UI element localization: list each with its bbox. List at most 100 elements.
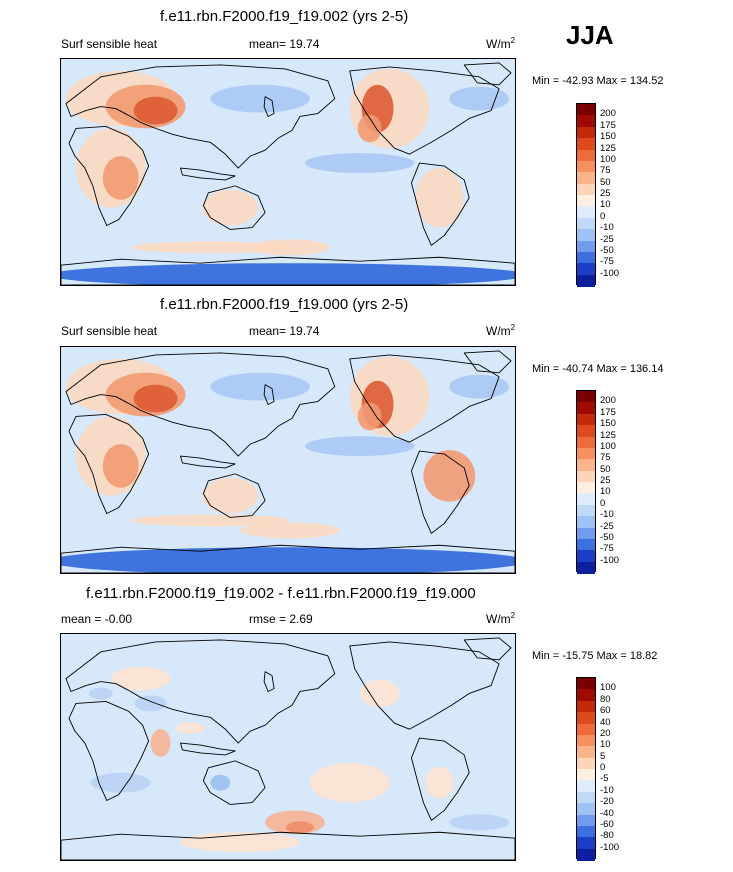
colorbar-segment <box>577 149 595 162</box>
colorbar-segment <box>577 550 595 563</box>
coastline-south-america <box>411 737 470 821</box>
colorbar-segment <box>577 780 595 793</box>
panel3-colorbar: 100 80 60 40 20 10 5 0 -5 -10 -20 -40 -60 -80 -100 <box>576 677 636 861</box>
colorbar-segment <box>577 814 595 827</box>
colorbar-tick-label: -5 <box>600 773 609 785</box>
field-contour-warm <box>425 766 454 799</box>
colorbar-tick-label: 125 <box>600 429 616 441</box>
colorbar-segment <box>577 115 595 128</box>
field-contour-hot <box>102 156 139 200</box>
coastline-indonesia <box>180 167 236 181</box>
colorbar-tick-label: 100 <box>600 440 616 452</box>
colorbar-tick-label: 150 <box>600 131 616 143</box>
field-contour-warm <box>176 722 205 735</box>
coastline-africa <box>68 700 150 801</box>
colorbar-segment <box>577 206 595 219</box>
colorbar-tick-label: 5 <box>600 750 606 762</box>
coastline-africa <box>68 125 150 226</box>
panel3-units: W/m2 <box>486 612 515 627</box>
colorbar-segment <box>577 504 595 517</box>
colorbar-segment <box>577 746 595 759</box>
panel3-title: f.e11.rbn.F2000.f19_f19.002 - f.e11.rbn.… <box>86 585 476 602</box>
field-contour-warm <box>130 241 290 254</box>
coastline-greenland <box>463 350 512 374</box>
colorbar-segment <box>577 803 595 815</box>
panel1-units: W/m2 <box>486 37 515 52</box>
colorbar-segment <box>577 126 595 139</box>
colorbar-segment <box>577 538 595 551</box>
colorbar-tick-label: 10 <box>600 486 611 498</box>
colorbar-segment <box>577 104 595 116</box>
map-svg <box>61 59 515 285</box>
field-contour-very_cold <box>61 263 515 285</box>
colorbar-tick-label: -10 <box>600 509 614 521</box>
colorbar-tick-label: 20 <box>600 727 611 739</box>
panel2-title: f.e11.rbn.F2000.f19_f19.000 (yrs 2-5) <box>160 296 409 313</box>
colorbar-segment <box>577 848 595 861</box>
colorbar-segment <box>577 172 595 185</box>
coastline-north-america <box>349 641 500 730</box>
colorbar-segment <box>577 516 595 528</box>
colorbar-tick-label: 0 <box>600 210 606 222</box>
coastline-greenland <box>463 62 512 86</box>
colorbar-tick-label: -100 <box>600 267 620 279</box>
field-contour-very_cold <box>61 547 515 573</box>
panel2-variable: Surf sensible heat <box>61 324 158 338</box>
coastline-eurasia <box>65 352 336 457</box>
colorbar-segment <box>577 734 595 747</box>
field-contour-very_hot <box>133 384 178 413</box>
field-contour-very_cold <box>210 774 231 791</box>
colorbar-segment <box>577 217 595 230</box>
field-contour-warm <box>309 762 390 803</box>
colorbar-box <box>576 677 596 861</box>
colorbar-segment <box>577 138 595 150</box>
colorbar-tick-label: -75 <box>600 543 614 555</box>
colorbar-segment <box>577 757 595 770</box>
field-contour-warm <box>240 522 340 539</box>
colorbar-tick-label: 50 <box>600 176 611 188</box>
colorbar-tick-label: -20 <box>600 796 614 808</box>
colorbar-segment <box>577 195 595 207</box>
field-contour-very_hot <box>286 821 314 834</box>
panel1-mean: mean= 19.74 <box>249 37 320 51</box>
colorbar-segment <box>577 425 595 437</box>
coastline-australia <box>202 473 266 518</box>
colorbar-tick-label: 60 <box>600 705 611 717</box>
panel2-map <box>60 346 516 574</box>
colorbar-tick-label: -80 <box>600 830 614 842</box>
field-contour-warm <box>130 514 290 527</box>
colorbar-segment <box>577 723 595 736</box>
colorbar-segment <box>577 263 595 276</box>
colorbar-tick-label: 100 <box>600 153 616 165</box>
field-contour-cold <box>304 153 415 173</box>
panel1-map <box>60 58 516 286</box>
field-contour-cold <box>304 436 415 457</box>
map-svg <box>61 634 515 860</box>
coastline-australia <box>202 760 266 805</box>
colorbar-segment <box>577 689 595 702</box>
field-contour-hot <box>357 114 382 143</box>
colorbar-segment <box>577 769 595 781</box>
colorbar-segment <box>577 274 595 287</box>
colorbar-tick-label: -100 <box>600 554 620 566</box>
colorbar-tick-label: 25 <box>600 188 611 199</box>
coastline-south-america <box>411 162 470 246</box>
colorbar-tick-label: 150 <box>600 418 616 430</box>
colorbar-segment <box>577 183 595 196</box>
colorbar-tick-label: 10 <box>600 739 611 751</box>
colorbar-tick-label: 200 <box>600 108 616 120</box>
colorbar-tick-label: 0 <box>600 497 606 509</box>
colorbar-segment <box>577 402 595 415</box>
colorbar-tick-label: -75 <box>600 256 614 268</box>
field-contour-cold <box>449 814 510 831</box>
colorbar-segment <box>577 493 595 506</box>
panel2-minmax: Min = -40.74 Max = 136.14 <box>532 363 664 375</box>
panel1-title: f.e11.rbn.F2000.f19_f19.002 (yrs 2-5) <box>160 8 409 25</box>
field-contour-warm <box>202 189 259 226</box>
coastline-africa <box>68 413 150 514</box>
colorbar-segment <box>577 678 595 690</box>
colorbar-tick-label: 40 <box>600 716 611 728</box>
colorbar-segment <box>577 251 595 264</box>
panel1-colorbar: 200 175 150 125 100 75 50 25 10 0 -10 -25 -50 -75 -100 <box>576 103 636 287</box>
panel2-units: W/m2 <box>486 324 515 339</box>
